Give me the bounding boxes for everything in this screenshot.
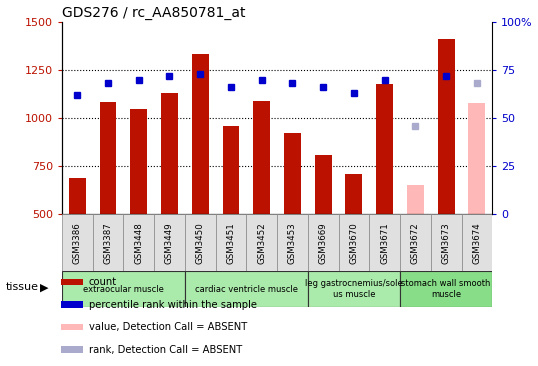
Text: GSM3448: GSM3448 xyxy=(134,223,143,264)
Text: GSM3386: GSM3386 xyxy=(73,223,82,264)
Bar xyxy=(462,214,492,271)
Text: GSM3451: GSM3451 xyxy=(226,223,236,264)
Text: rank, Detection Call = ABSENT: rank, Detection Call = ABSENT xyxy=(89,345,242,355)
Text: GSM3673: GSM3673 xyxy=(442,223,451,264)
Bar xyxy=(308,271,400,307)
Text: stomach wall smooth
muscle: stomach wall smooth muscle xyxy=(401,279,491,299)
Text: GSM3450: GSM3450 xyxy=(196,223,205,264)
Text: GSM3671: GSM3671 xyxy=(380,223,389,264)
Bar xyxy=(223,126,239,214)
Bar xyxy=(284,134,301,214)
Bar xyxy=(431,214,462,271)
Bar xyxy=(100,102,116,214)
Bar xyxy=(130,109,147,214)
Text: tissue: tissue xyxy=(5,282,38,292)
Bar xyxy=(369,214,400,271)
Text: GSM3674: GSM3674 xyxy=(472,223,482,264)
Bar xyxy=(438,39,455,214)
Bar xyxy=(123,214,154,271)
Text: GSM3387: GSM3387 xyxy=(103,223,112,264)
Bar xyxy=(315,154,331,214)
Text: leg gastrocnemius/sole
us muscle: leg gastrocnemius/sole us muscle xyxy=(305,279,403,299)
Bar xyxy=(61,324,83,330)
Bar xyxy=(192,54,209,214)
Bar xyxy=(345,174,363,214)
Text: GSM3672: GSM3672 xyxy=(411,223,420,264)
Bar xyxy=(69,178,86,214)
Bar xyxy=(376,85,393,214)
Bar xyxy=(61,346,83,353)
Bar xyxy=(338,214,369,271)
Text: cardiac ventricle muscle: cardiac ventricle muscle xyxy=(195,285,298,294)
Bar xyxy=(308,214,338,271)
Bar xyxy=(185,214,216,271)
Bar xyxy=(277,214,308,271)
Bar xyxy=(185,271,308,307)
Text: count: count xyxy=(89,277,117,287)
Text: value, Detection Call = ABSENT: value, Detection Call = ABSENT xyxy=(89,322,247,332)
Text: extraocular muscle: extraocular muscle xyxy=(83,285,164,294)
Bar xyxy=(400,214,431,271)
Bar xyxy=(469,103,485,214)
Bar xyxy=(246,214,277,271)
Bar xyxy=(61,279,83,285)
Bar xyxy=(61,301,83,308)
Bar xyxy=(407,185,424,214)
Text: GDS276 / rc_AA850781_at: GDS276 / rc_AA850781_at xyxy=(62,5,245,19)
Text: GSM3669: GSM3669 xyxy=(318,223,328,264)
Bar xyxy=(400,271,492,307)
Text: percentile rank within the sample: percentile rank within the sample xyxy=(89,299,257,310)
Bar xyxy=(93,214,123,271)
Text: GSM3453: GSM3453 xyxy=(288,223,297,264)
Bar xyxy=(253,101,270,214)
Text: GSM3449: GSM3449 xyxy=(165,223,174,264)
Text: GSM3670: GSM3670 xyxy=(349,223,358,264)
Bar xyxy=(62,214,93,271)
Bar xyxy=(216,214,246,271)
Text: GSM3452: GSM3452 xyxy=(257,223,266,264)
Text: ▶: ▶ xyxy=(40,282,49,292)
Bar xyxy=(62,271,185,307)
Bar xyxy=(154,214,185,271)
Bar xyxy=(161,93,178,214)
